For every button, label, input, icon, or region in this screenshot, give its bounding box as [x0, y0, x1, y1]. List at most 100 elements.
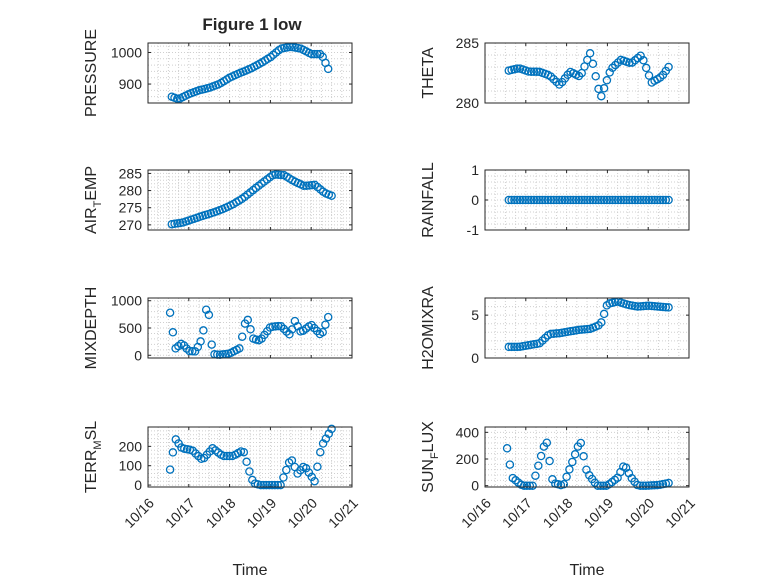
data-point	[259, 480, 268, 490]
data-point	[538, 195, 547, 205]
data-point	[185, 346, 194, 356]
data-point	[168, 328, 178, 337]
data-point	[616, 195, 626, 205]
y-tick-label: 500	[119, 320, 143, 336]
data-point	[574, 195, 584, 205]
data-point	[173, 219, 182, 228]
data-point	[245, 467, 254, 476]
data-point	[591, 195, 600, 205]
data-point	[546, 72, 556, 81]
data-point	[597, 318, 606, 327]
data-point	[529, 340, 539, 349]
data-point	[310, 49, 319, 59]
data-point	[636, 51, 645, 60]
data-point	[242, 457, 251, 467]
data-point	[239, 447, 249, 457]
data-point	[515, 195, 525, 205]
data-point	[596, 481, 605, 490]
h2omixra-subplot: 0 5 H2OMIXRA	[420, 286, 690, 370]
data-point	[512, 64, 522, 73]
data-point	[271, 170, 280, 179]
rainfall-axes-box	[484, 169, 690, 231]
data-point	[647, 481, 656, 490]
data-point	[599, 195, 609, 205]
y-tick-label: 1	[471, 162, 479, 178]
data-point	[576, 438, 586, 448]
data-point	[529, 67, 539, 77]
data-point	[519, 481, 529, 490]
x-tick-label: 10/21	[325, 495, 361, 531]
data-point	[540, 333, 550, 343]
data-point	[639, 56, 648, 65]
y-tick-label: 100	[119, 458, 143, 474]
data-point	[545, 456, 554, 466]
data-point	[639, 301, 648, 311]
data-point	[167, 219, 177, 229]
terrmsl-axes-box	[147, 426, 353, 488]
data-point	[299, 181, 308, 190]
data-point	[579, 452, 588, 461]
theta-ylabel: THETA	[420, 47, 437, 99]
data-point	[525, 481, 535, 490]
data-point	[243, 315, 253, 325]
data-point	[529, 195, 539, 205]
x-tick-label: 10/19	[243, 495, 279, 531]
data-point	[165, 308, 175, 317]
h2omixra-axes-box	[484, 297, 690, 359]
data-point	[267, 480, 277, 490]
data-point	[636, 481, 645, 490]
data-point	[655, 195, 665, 205]
data-point	[204, 310, 214, 320]
data-point	[173, 94, 182, 103]
data-point	[196, 337, 205, 346]
data-point	[577, 325, 586, 334]
data-point	[591, 72, 600, 81]
data-point	[505, 460, 515, 469]
rainfall-ylabel: RAINFALL	[420, 162, 437, 238]
data-point	[168, 448, 178, 457]
data-point	[644, 71, 654, 80]
data-point	[655, 73, 665, 82]
terrmsl-xlabel: Time	[233, 562, 268, 579]
data-point	[608, 63, 617, 73]
data-point	[543, 195, 553, 205]
data-point	[588, 59, 598, 69]
data-point	[583, 195, 592, 205]
data-point	[549, 329, 558, 338]
data-point	[563, 195, 572, 205]
data-point	[608, 195, 617, 205]
data-point	[555, 328, 564, 338]
data-point	[536, 451, 546, 461]
data-point	[560, 195, 570, 205]
data-point	[641, 481, 651, 490]
y-tick-label: 0	[471, 350, 479, 366]
x-tick-label: 10/18	[203, 495, 239, 531]
data-point	[526, 67, 536, 77]
data-point	[588, 195, 598, 205]
data-point	[661, 195, 671, 205]
data-point	[191, 449, 200, 458]
data-point	[549, 74, 558, 84]
data-point	[633, 195, 643, 205]
x-tick-label: 10/20	[284, 495, 320, 531]
data-point	[279, 324, 289, 334]
data-point	[650, 195, 659, 205]
data-point	[274, 170, 283, 180]
data-point	[658, 195, 668, 205]
h2omixra-ylabel: H2OMIXRA	[420, 286, 437, 370]
data-point	[605, 68, 614, 77]
y-tick-label: 900	[119, 76, 143, 92]
data-point	[279, 473, 288, 482]
data-point	[526, 195, 536, 205]
y-tick-label: 5	[471, 307, 479, 323]
data-point	[549, 195, 558, 205]
data-point	[190, 347, 200, 356]
data-point	[630, 195, 640, 205]
sunflux-series	[502, 438, 673, 490]
terrmsl-subplot: 0 100 200 10/16 10/17 10/18 10/19 10/20 10/21 Tim…	[83, 421, 361, 579]
data-point	[627, 195, 637, 205]
data-point	[658, 302, 668, 312]
data-point	[599, 309, 609, 319]
y-tick-label: 1000	[111, 44, 142, 60]
pressure-subplot: 900 1000 PRESSURE	[83, 29, 353, 117]
